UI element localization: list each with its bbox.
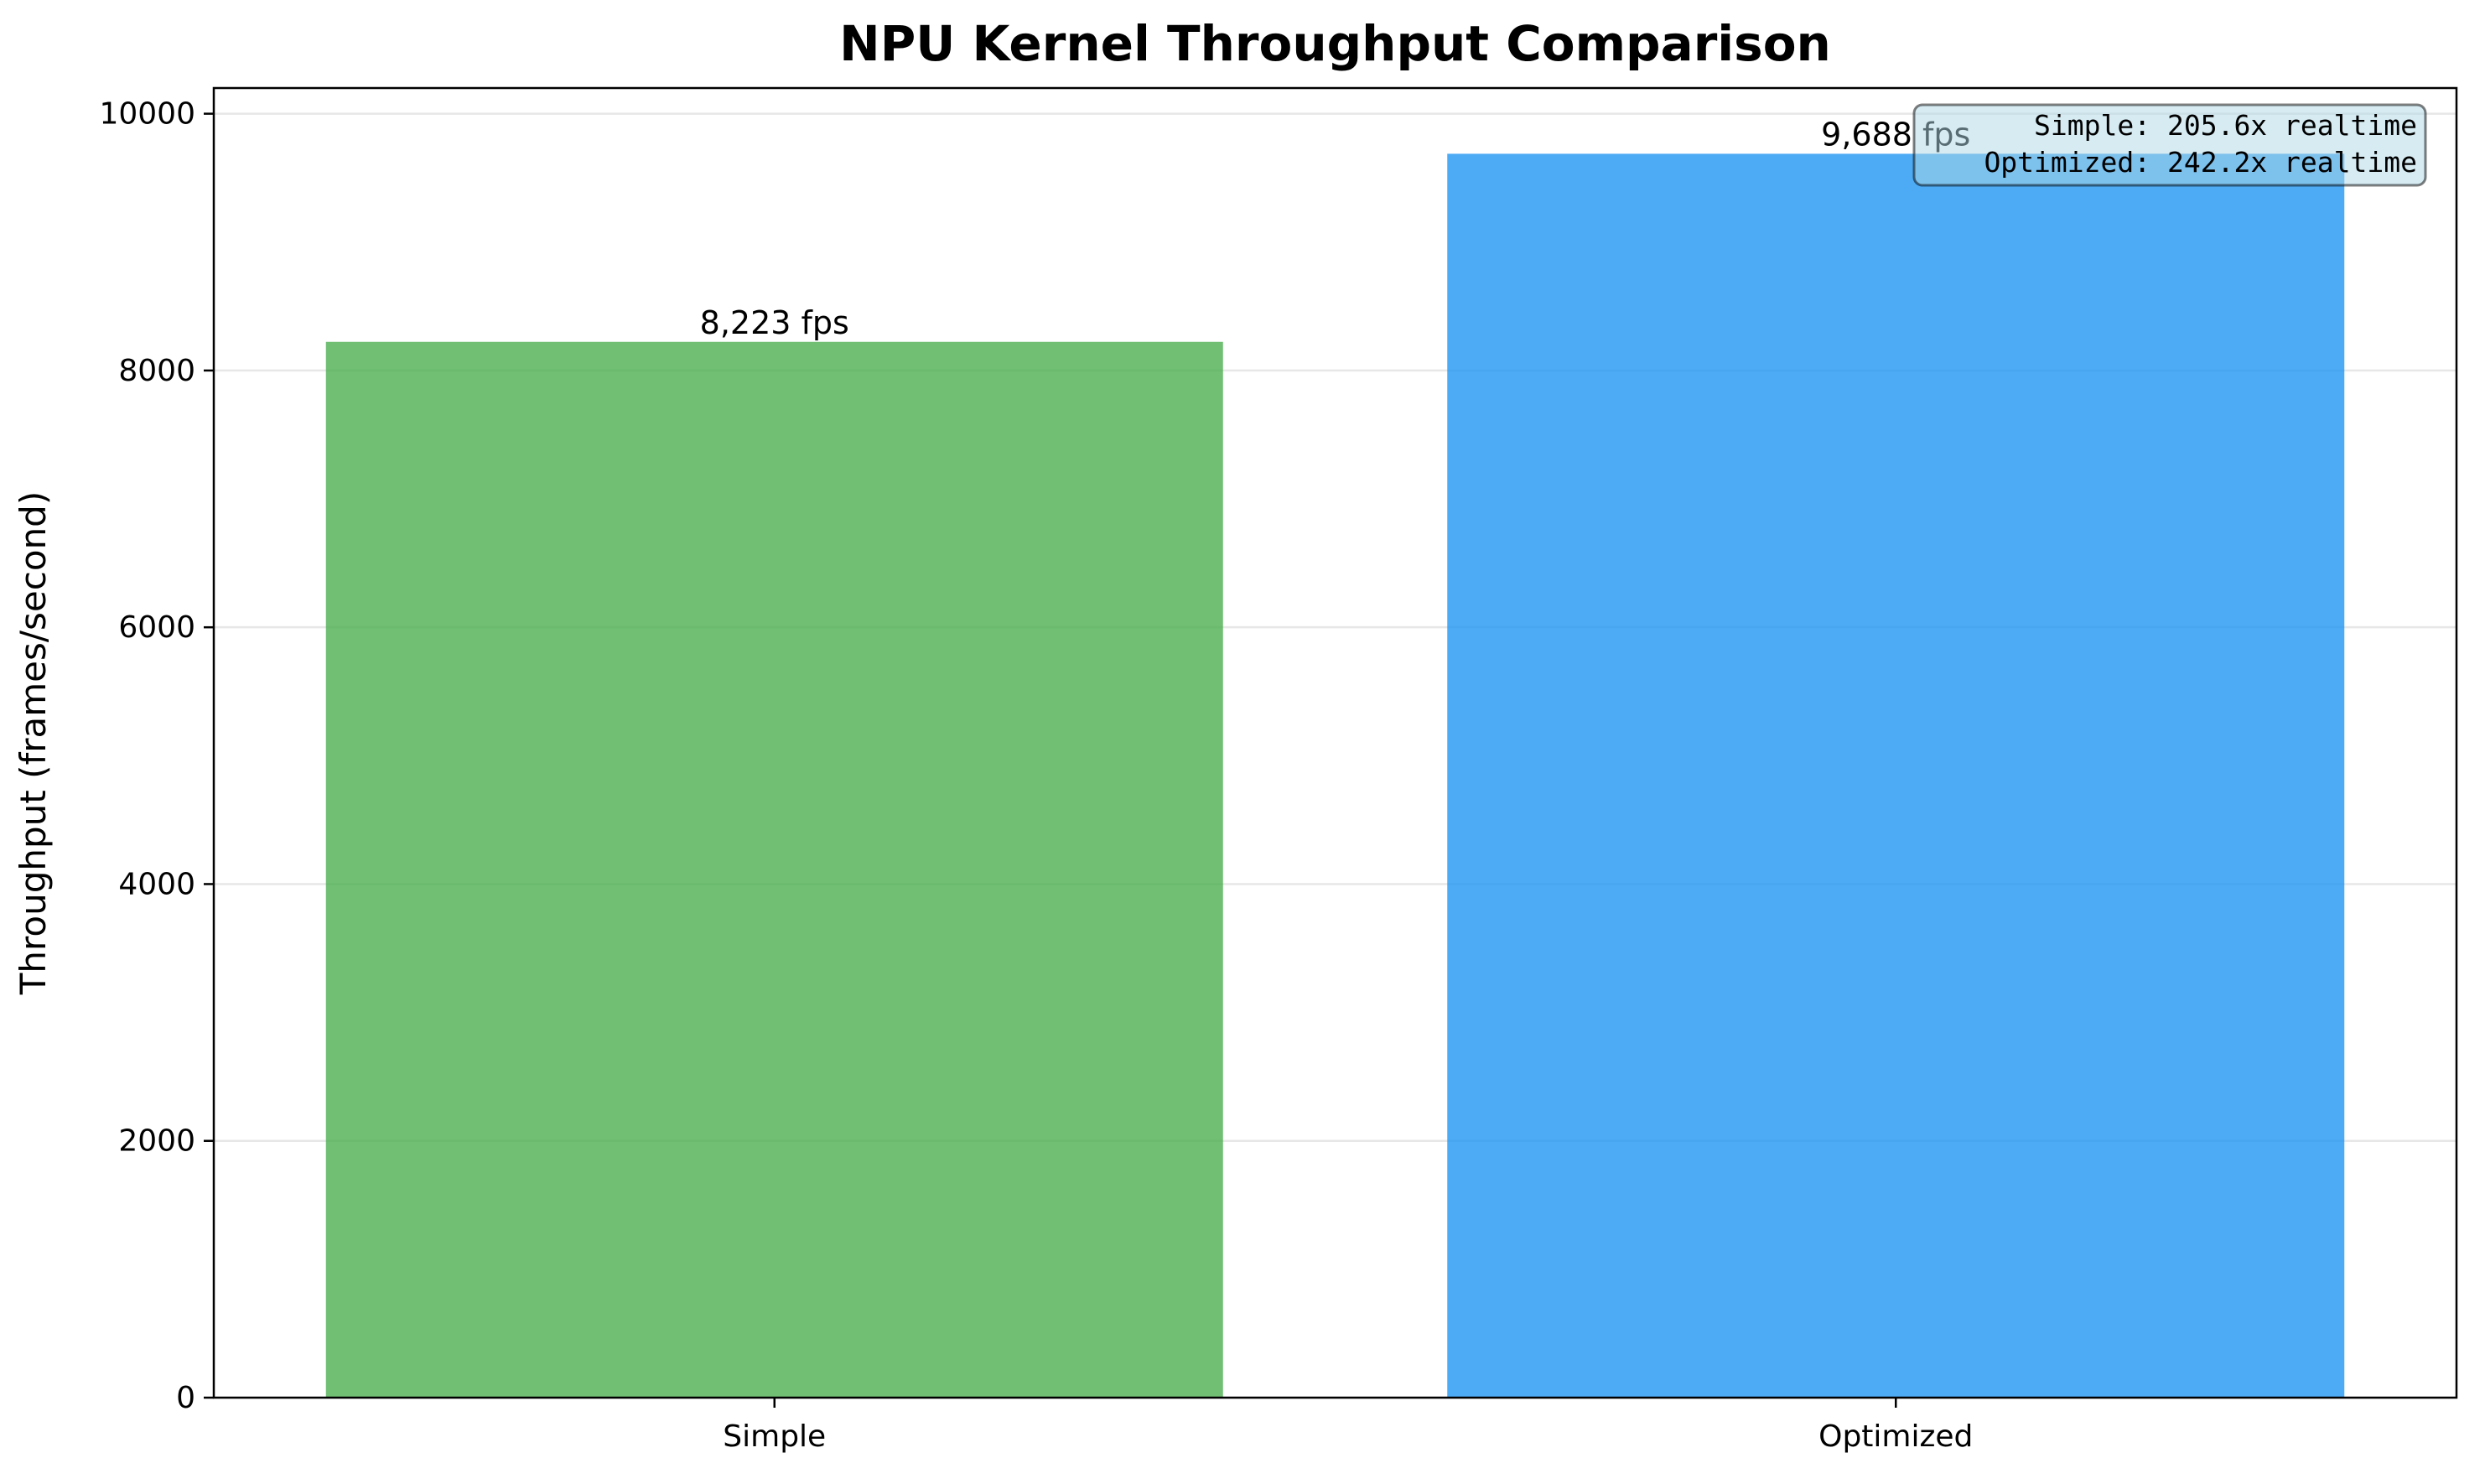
annotation-line-simple: Simple: 205.6x realtime [2034,109,2417,142]
bar-simple [325,341,1223,1398]
y-tick-label-6000: 6000 [118,610,195,645]
y-tick-label-10000: 10000 [99,97,195,132]
realtime-annotation-box: Simple: 205.6x realtime Optimized: 242.2… [1912,103,2427,187]
chart-title: NPU Kernel Throughput Comparison [839,15,1831,72]
annotation-line-optimized: Optimized: 242.2x realtime [1984,146,2417,179]
y-tick-label-4000: 4000 [118,867,195,901]
y-tick-label-2000: 2000 [118,1124,195,1159]
bar-optimized [1447,153,2345,1398]
plot-area-frame [212,86,2458,1399]
y-axis-label: Throughput (frames/second) [13,491,54,995]
y-tick-label-0: 0 [176,1381,195,1415]
x-tick-label-simple: Simple [723,1419,826,1454]
value-label-simple: 8,223 fps [700,304,849,341]
x-tick-label-optimized: Optimized [1818,1419,1973,1454]
y-tick-label-8000: 8000 [118,354,195,388]
annotation-background [1912,103,2427,187]
